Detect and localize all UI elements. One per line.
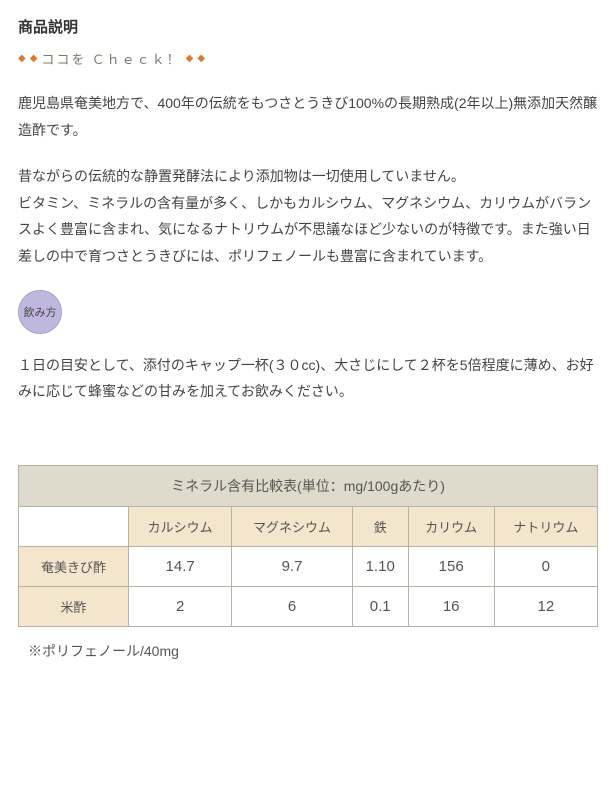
table-cell: 6 — [232, 586, 352, 626]
mineral-table: ミネラル含有比較表(単位：mg/100gあたり) カルシウム マグネシウム 鉄 … — [18, 465, 598, 627]
table-cell: 12 — [494, 586, 597, 626]
check-label: ココを Ｃｈｅｃｋ！ — [41, 49, 181, 68]
table-header-col: 鉄 — [352, 506, 408, 546]
table-cell: 9.7 — [232, 546, 352, 586]
description-paragraph-2: 昔ながらの伝統的な静置発酵法により添加物は一切使用していません。 ビタミン、ミネ… — [18, 163, 598, 269]
footnote: ※ポリフェノール/40mg — [28, 641, 598, 661]
table-header-col: ナトリウム — [494, 506, 597, 546]
usage-badge: 飲み方 — [18, 290, 62, 334]
table-cell: 156 — [408, 546, 494, 586]
table-cell: 2 — [129, 586, 232, 626]
table-row-label: 米酢 — [19, 586, 129, 626]
diamond-icon: ◆ — [30, 53, 38, 64]
check-callout: ◆ ◆ ココを Ｃｈｅｃｋ！ ◆ ◆ — [18, 49, 598, 68]
table-header-col: カリウム — [408, 506, 494, 546]
table-cell: 0 — [494, 546, 597, 586]
table-header-col: マグネシウム — [232, 506, 352, 546]
table-cell: 14.7 — [129, 546, 232, 586]
table-row-label: 奄美きび酢 — [19, 546, 129, 586]
diamond-icon: ◆ — [186, 53, 194, 64]
table-title: ミネラル含有比較表(単位：mg/100gあたり) — [19, 465, 598, 506]
table-row: 奄美きび酢 14.7 9.7 1.10 156 0 — [19, 546, 598, 586]
table-cell: 16 — [408, 586, 494, 626]
table-header-blank — [19, 506, 129, 546]
table-header-col: カルシウム — [129, 506, 232, 546]
section-title: 商品説明 — [18, 16, 598, 37]
table-header-row: カルシウム マグネシウム 鉄 カリウム ナトリウム — [19, 506, 598, 546]
diamond-icon: ◆ — [18, 53, 26, 64]
table-cell: 0.1 — [352, 586, 408, 626]
diamond-icon: ◆ — [197, 53, 205, 64]
description-paragraph-1: 鹿児島県奄美地方で、400年の伝統をもつさとうきび100%の長期熟成(2年以上)… — [18, 90, 598, 143]
usage-paragraph: １日の目安として、添付のキャップ一杯(３０cc)、大さじにして２杯を5倍程度に薄… — [18, 352, 598, 405]
table-row: 米酢 2 6 0.1 16 12 — [19, 586, 598, 626]
table-cell: 1.10 — [352, 546, 408, 586]
